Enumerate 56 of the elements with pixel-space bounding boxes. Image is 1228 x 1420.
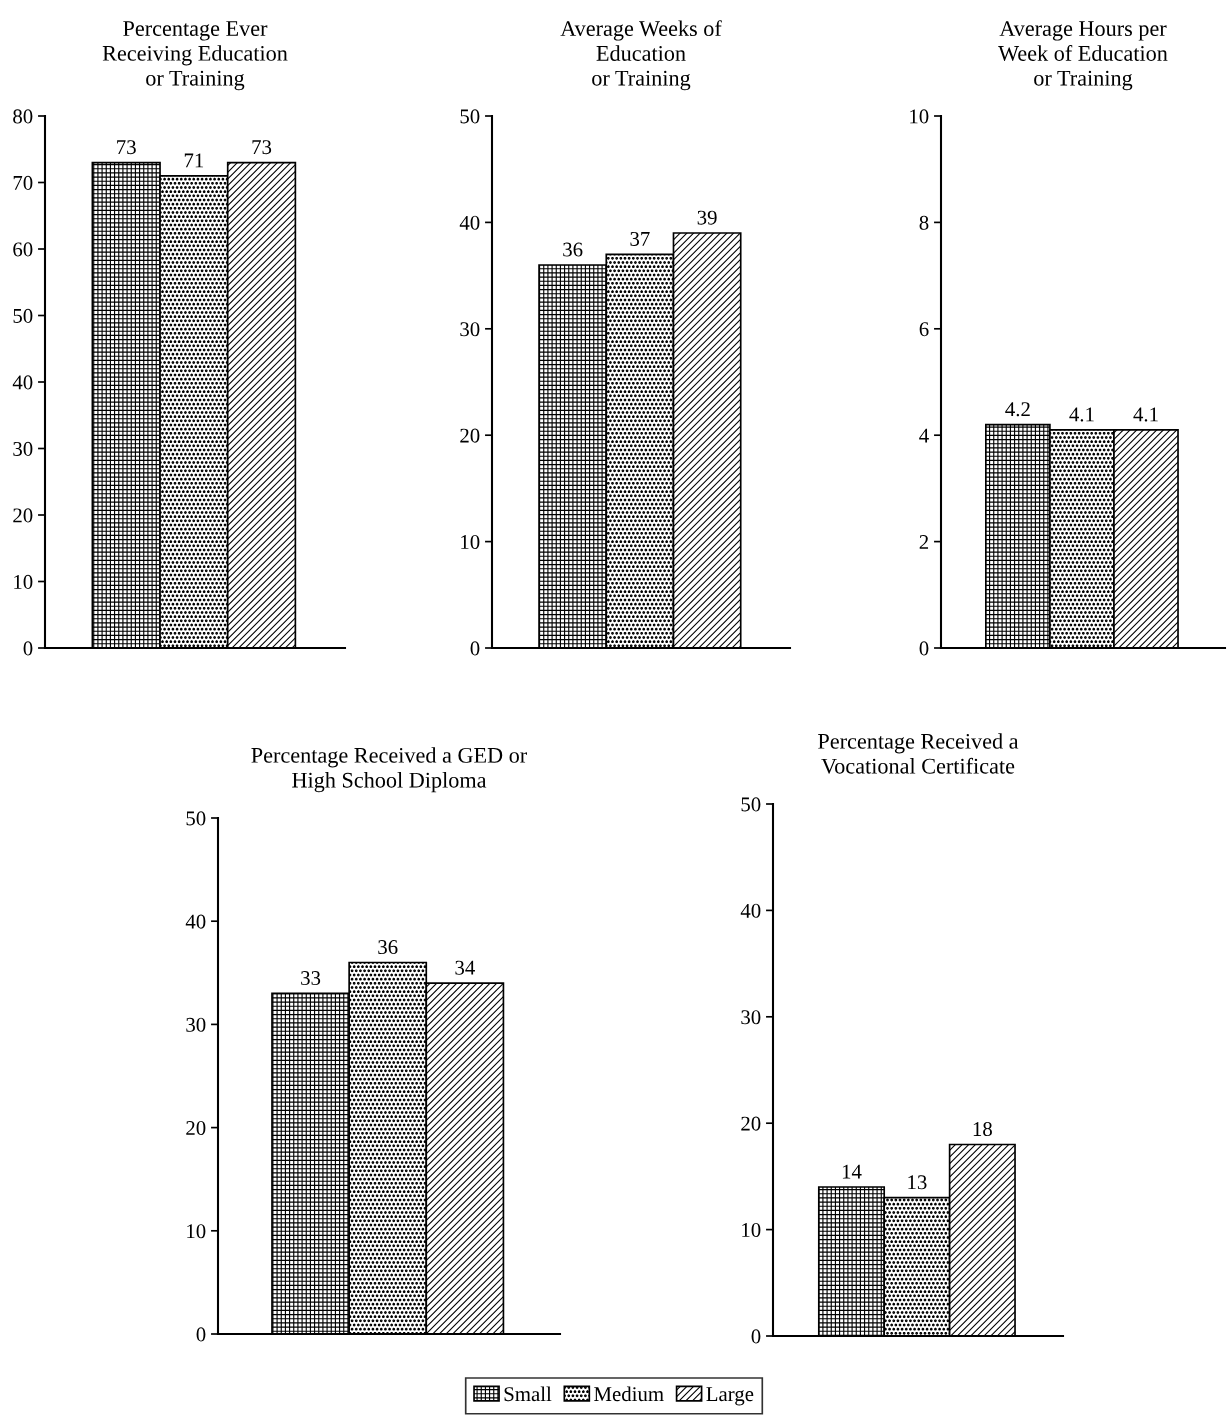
chart-title: Average Weeks of Education or Training (560, 20, 722, 91)
data-label: 71 (184, 153, 204, 168)
chart-title: Average Hours per Week of Education or Training (998, 21, 1168, 91)
y-tick-label: 40 (459, 215, 480, 230)
y-tick-label: 80 (13, 109, 33, 124)
y-tick-label: 0 (196, 1327, 206, 1342)
y-tick-label: 50 (13, 308, 33, 323)
y-tick-label: 20 (460, 428, 480, 443)
legend-label: Small (504, 1386, 552, 1402)
data-label: 36 (563, 242, 583, 257)
y-tick-label: 50 (460, 109, 480, 124)
data-label: 14 (842, 1164, 862, 1179)
data-label: 4.2 (1005, 402, 1030, 417)
y-tick-label: 10 (187, 1224, 206, 1239)
data-label: 73 (252, 140, 272, 155)
y-tick-label: 40 (185, 914, 206, 929)
data-label: 36 (378, 940, 398, 955)
legend-label: Large (706, 1387, 754, 1406)
y-tick-label: 60 (13, 242, 33, 257)
y-tick-label: 0 (751, 1329, 761, 1344)
y-tick-label: 6 (919, 322, 929, 337)
data-label: 18 (973, 1122, 992, 1137)
y-tick-label: 20 (13, 508, 33, 523)
y-tick-label: 10 (461, 534, 480, 550)
y-tick-label: 2 (919, 535, 929, 549)
y-tick-label: 30 (13, 441, 33, 456)
y-tick-label: 10 (742, 1222, 761, 1238)
y-tick-label: 20 (186, 1120, 206, 1136)
y-tick-label: 10 (14, 574, 33, 589)
y-tick-label: 70 (13, 175, 33, 190)
data-label: 39 (697, 210, 717, 225)
y-tick-label: 8 (919, 215, 929, 230)
y-tick-label: 50 (741, 797, 761, 812)
y-tick-label: 20 (741, 1116, 761, 1131)
y-tick-label: 10 (910, 109, 929, 124)
y-tick-label: 0 (919, 641, 929, 656)
y-tick-label: 40 (12, 375, 33, 390)
data-label: 37 (630, 231, 650, 246)
data-label: 4.1 (1069, 407, 1094, 422)
data-label: 73 (117, 140, 136, 155)
chart-title: Percentage Received a Vocational Certificate (818, 733, 1019, 774)
data-label: 4.1 (1133, 407, 1158, 422)
legend-label: Medium (594, 1386, 664, 1402)
chart-title: Percentage Ever Receiving Education or Training (102, 21, 288, 91)
y-tick-label: 4 (919, 428, 929, 443)
data-label: 13 (908, 1175, 927, 1190)
y-tick-label: 40 (740, 903, 761, 918)
y-tick-label: 30 (186, 1017, 206, 1032)
y-tick-label: 30 (741, 1010, 761, 1025)
data-label: 33 (301, 971, 321, 986)
chart-title: Percentage Received a GED or High School Diploma (251, 747, 528, 793)
y-tick-label: 0 (470, 641, 480, 656)
data-label: 34 (455, 960, 475, 975)
y-tick-label: 0 (23, 641, 33, 656)
y-tick-label: 30 (460, 322, 480, 337)
y-tick-label: 50 (186, 811, 206, 826)
